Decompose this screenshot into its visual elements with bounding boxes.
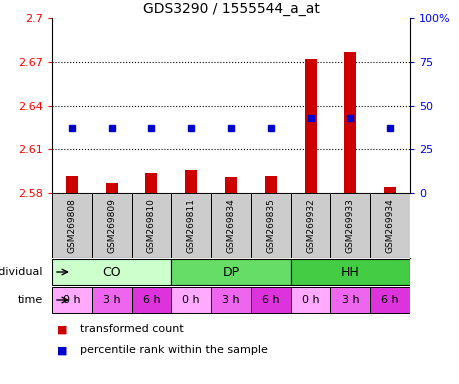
Bar [106,183,118,193]
Bar [92,193,131,258]
Bar [290,193,330,258]
Text: GSM269933: GSM269933 [345,198,354,253]
Bar [369,193,409,258]
Bar [171,286,211,313]
Bar [131,286,171,313]
Text: DP: DP [222,265,239,278]
Bar [171,193,211,258]
Text: 6 h: 6 h [261,295,279,305]
Text: ■: ■ [56,346,67,356]
Text: percentile rank within the sample: percentile rank within the sample [79,346,267,356]
Text: GSM269932: GSM269932 [305,198,314,253]
Text: transformed count: transformed count [79,324,183,334]
Bar [290,258,409,285]
Text: GSM269808: GSM269808 [67,198,76,253]
Text: HH: HH [340,265,359,278]
Bar [250,193,290,258]
Text: 3 h: 3 h [222,295,239,305]
Bar [330,286,369,313]
Bar [224,177,236,193]
Bar [52,193,92,258]
Bar [330,193,369,258]
Text: time: time [17,295,43,305]
Text: 6 h: 6 h [142,295,160,305]
Bar [344,51,356,193]
Bar [211,286,250,313]
Text: GSM269810: GSM269810 [146,198,156,253]
Text: CO: CO [102,265,121,278]
Text: GSM269835: GSM269835 [266,198,274,253]
Text: 0 h: 0 h [301,295,319,305]
Text: individual: individual [0,267,43,277]
Text: GSM269809: GSM269809 [107,198,116,253]
Text: ■: ■ [56,324,67,334]
Text: GSM269934: GSM269934 [385,198,394,253]
Bar [211,193,250,258]
Text: 6 h: 6 h [381,295,398,305]
Bar [369,286,409,313]
Bar [66,175,78,193]
Bar [290,286,330,313]
Bar [131,193,171,258]
Bar [185,170,197,193]
Bar [171,258,290,285]
Text: 3 h: 3 h [341,295,358,305]
Bar [92,286,131,313]
Bar [145,172,157,193]
Bar [304,59,316,193]
Title: GDS3290 / 1555544_a_at: GDS3290 / 1555544_a_at [142,2,319,16]
Bar [383,187,395,193]
Text: GSM269834: GSM269834 [226,198,235,253]
Text: 3 h: 3 h [103,295,120,305]
Text: 0 h: 0 h [182,295,200,305]
Bar [250,286,290,313]
Bar [52,258,171,285]
Text: GSM269811: GSM269811 [186,198,195,253]
Bar [52,286,92,313]
Text: 0 h: 0 h [63,295,80,305]
Bar [264,175,276,193]
